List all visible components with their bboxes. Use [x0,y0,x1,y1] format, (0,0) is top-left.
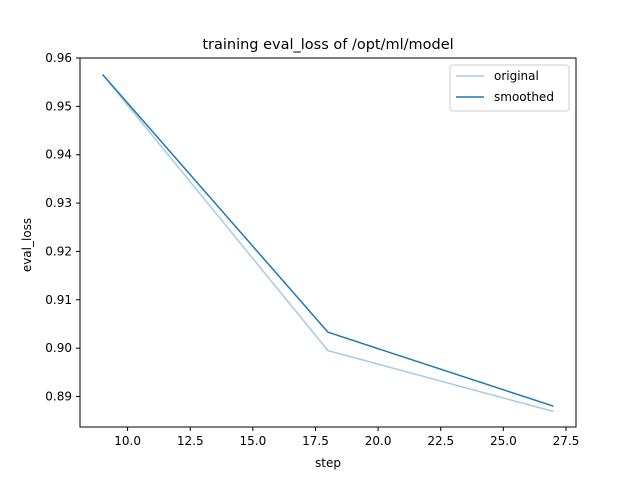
series-line-original [101,73,554,413]
series-lines [101,73,554,413]
series-line-smoothed [101,73,554,407]
x-tick-label: 10.0 [114,434,141,448]
legend-label: smoothed [494,90,554,104]
y-tick-label: 0.91 [45,293,72,307]
x-tick-label: 17.5 [302,434,329,448]
y-tick-label: 0.89 [45,390,72,404]
chart-title: training eval_loss of /opt/ml/model [202,37,453,53]
x-tick-label: 15.0 [239,434,266,448]
x-axis-label: step [315,456,341,470]
x-tick-label: 20.0 [365,434,392,448]
y-axis-ticks: 0.89 0.90 0.91 0.92 0.93 0.94 0.95 0.96 [45,51,80,404]
legend: original smoothed [449,64,570,112]
x-tick-label: 25.0 [490,434,517,448]
y-tick-label: 0.93 [45,196,72,210]
x-tick-label: 27.5 [553,434,580,448]
plot-frame [79,57,577,428]
y-tick-label: 0.90 [45,341,72,355]
x-axis-ticks: 10.0 12.5 15.0 17.5 20.0 22.5 25.0 27.5 [114,427,579,448]
y-tick-label: 0.96 [45,51,72,65]
x-tick-label: 22.5 [427,434,454,448]
legend-label: original [494,69,539,83]
x-tick-label: 12.5 [177,434,204,448]
y-tick-label: 0.95 [45,99,72,113]
y-axis-label: eval_loss [20,218,34,272]
y-tick-label: 0.94 [45,148,72,162]
y-tick-label: 0.92 [45,244,72,258]
